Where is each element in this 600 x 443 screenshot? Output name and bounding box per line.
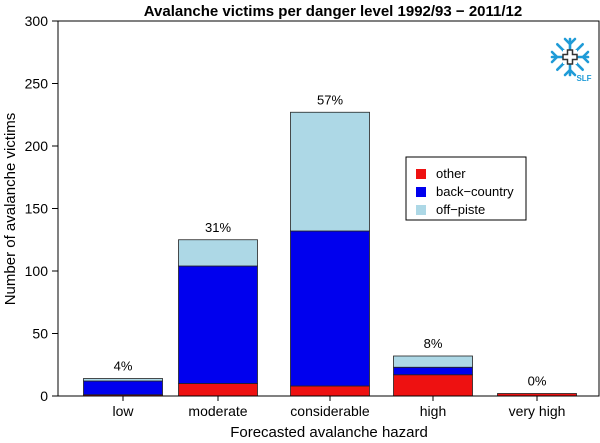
x-tick-label-very-high: very high	[509, 403, 566, 419]
x-tick-label-high: high	[420, 403, 446, 419]
legend-label-back-country: back−country	[436, 184, 514, 199]
bar-moderate-off-piste	[178, 239, 258, 267]
y-tick-label-200: 200	[25, 138, 49, 154]
y-tick-label-300: 300	[25, 13, 49, 29]
x-tick-label-moderate: moderate	[188, 403, 247, 419]
percent-label-moderate: 31%	[205, 220, 231, 235]
y-axis: 0 50 100 150 200 250 300	[25, 13, 59, 404]
logo-text: SLF	[576, 74, 591, 83]
percent-label-high: 8%	[424, 336, 443, 351]
plot-frame	[57, 20, 600, 397]
bar-moderate-other	[178, 383, 258, 397]
bar-considerable-off-piste	[290, 111, 370, 232]
y-tick-label-0: 0	[40, 388, 48, 404]
x-tick-label-considerable: considerable	[290, 403, 370, 419]
bars-group	[83, 111, 577, 397]
bar-low-back-country	[83, 380, 163, 396]
legend: other back−country off−piste	[405, 156, 527, 221]
y-tick-label-150: 150	[25, 201, 49, 217]
percent-label-considerable: 57%	[317, 92, 343, 107]
bar-low-off-piste	[83, 378, 163, 382]
bar-moderate-back-country	[178, 265, 258, 384]
bar-high-other	[393, 374, 473, 397]
percent-label-low: 4%	[114, 359, 133, 374]
x-tick-labels: low moderate considerable high very high	[112, 396, 565, 419]
bar-high-off-piste	[393, 355, 473, 368]
x-axis-title: Forecasted avalanche hazard	[230, 424, 428, 441]
y-tick-label-100: 100	[25, 263, 49, 279]
legend-label-off-piste: off−piste	[436, 202, 485, 217]
y-tick-label-250: 250	[25, 76, 49, 92]
percent-label-very-high: 0%	[528, 374, 547, 389]
slf-logo: SLF	[550, 37, 592, 83]
x-tick-label-low: low	[112, 403, 134, 419]
legend-swatch-other	[416, 169, 426, 179]
legend-swatch-back-country	[416, 187, 426, 197]
y-axis-title: Number of avalanche victims	[2, 113, 19, 306]
bar-considerable-other	[290, 385, 370, 397]
bar-high-back-country	[393, 366, 473, 376]
percent-labels: 4% 31% 57% 8% 0%	[114, 92, 547, 388]
legend-label-other: other	[436, 166, 466, 181]
chart-title: Avalanche victims per danger level 1992/…	[144, 3, 522, 20]
y-tick-label-50: 50	[32, 326, 48, 342]
legend-swatch-off-piste	[416, 205, 426, 215]
bar-considerable-back-country	[290, 230, 370, 387]
